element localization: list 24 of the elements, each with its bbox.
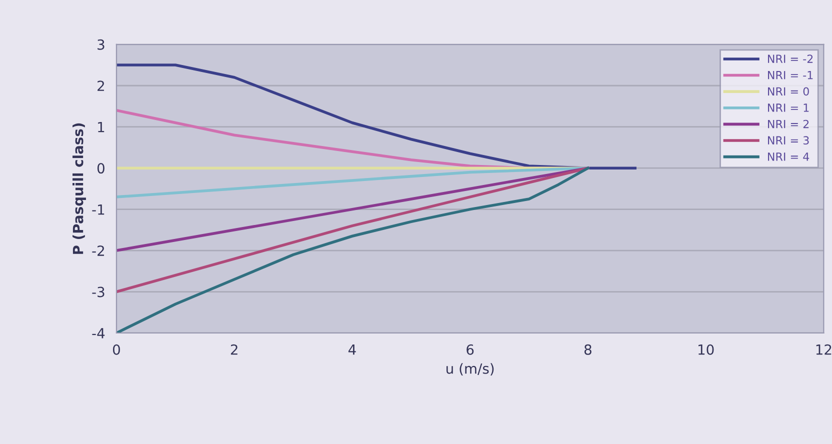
y-axis-title: P (Pasquill class) xyxy=(72,123,86,254)
x-tick-label: 6 xyxy=(466,344,474,355)
legend-label: NRI = 0 xyxy=(768,87,809,96)
x-axis-title: u (m/s) xyxy=(446,363,494,376)
y-tick-label: -3 xyxy=(92,286,104,298)
x-tick-label: 10 xyxy=(698,344,714,355)
legend-label: NRI = 3 xyxy=(768,136,809,145)
y-tick-label: 1 xyxy=(98,122,104,132)
legend-label: NRI = -1 xyxy=(768,71,813,80)
legend-label: NRI = 2 xyxy=(768,120,809,128)
x-tick-label: 2 xyxy=(230,344,238,355)
y-tick-label: 3 xyxy=(98,39,104,50)
y-tick-label: 2 xyxy=(98,80,104,91)
y-tick-label: -2 xyxy=(92,246,104,256)
x-tick-label: 12 xyxy=(816,344,832,355)
legend-label: NRI = 4 xyxy=(768,152,810,161)
x-tick-label: 0 xyxy=(112,344,120,355)
x-tick-label: 8 xyxy=(584,344,592,355)
y-tick-label: 0 xyxy=(97,163,104,174)
x-tick-label: 4 xyxy=(348,344,356,355)
legend-label: NRI = -2 xyxy=(768,54,813,63)
y-tick-label: -4 xyxy=(92,328,105,338)
legend-label: NRI = 1 xyxy=(768,104,809,112)
y-tick-label: -1 xyxy=(92,204,104,215)
